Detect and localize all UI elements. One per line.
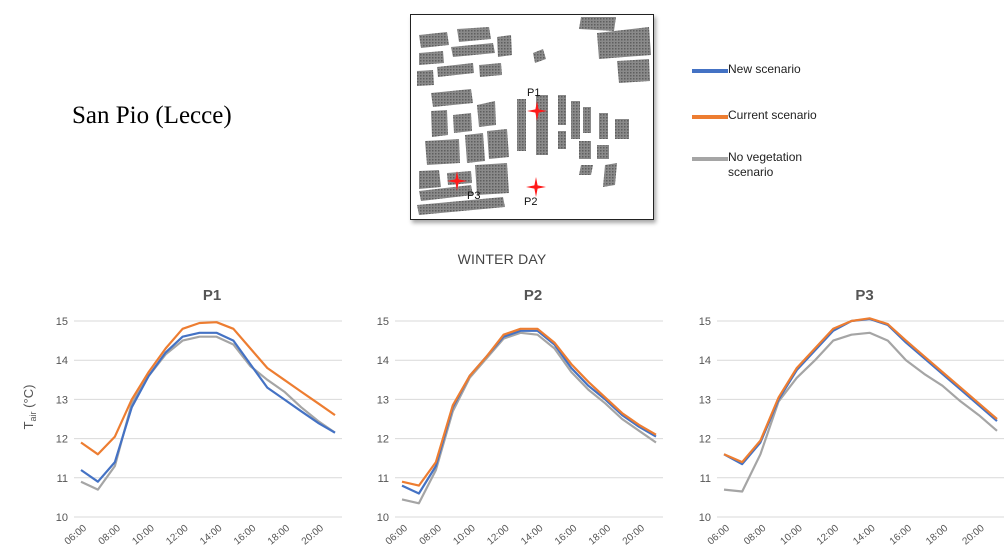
- y-tick-label: 14: [377, 355, 389, 367]
- y-tick-label: 10: [377, 512, 389, 524]
- x-tick-label: 16:00: [232, 523, 259, 548]
- x-tick-label: 06:00: [384, 523, 411, 548]
- site-map-drawing: P1 P2 P3: [417, 17, 651, 215]
- x-tick-label: 10:00: [451, 523, 478, 548]
- legend-item-new: New scenario: [692, 62, 858, 77]
- legend-item-current: Current scenario: [692, 108, 858, 123]
- y-tick-label: 14: [56, 355, 68, 367]
- x-tick-label: 16:00: [553, 523, 580, 548]
- series-line-no-vegetation-scenario: [723, 331, 998, 493]
- x-tick-label: 14:00: [519, 523, 546, 548]
- x-tick-label: 18:00: [924, 523, 951, 548]
- series-line-current-scenario: [723, 317, 998, 464]
- legend-swatch-new: [692, 69, 728, 73]
- y-tick-label: 15: [377, 316, 389, 328]
- legend-item-novegetation: No vegetation scenario: [692, 150, 828, 180]
- x-tick-label: 20:00: [621, 523, 648, 548]
- legend-label-new: New scenario: [728, 62, 801, 76]
- y-tick-label: 11: [700, 473, 711, 485]
- map-marker-p2: [526, 177, 546, 197]
- x-tick-label: 06:00: [706, 523, 733, 548]
- y-tick-label: 15: [699, 316, 711, 328]
- map-marker-p1: [527, 101, 547, 121]
- x-tick-label: 12:00: [815, 523, 842, 548]
- map-label-p3: P3: [467, 190, 480, 202]
- chart-title-p2: P2: [524, 287, 542, 304]
- y-tick-label: 12: [377, 434, 389, 446]
- x-tick-label: 16:00: [888, 523, 915, 548]
- y-tick-label: 12: [699, 434, 711, 446]
- x-tick-label: 06:00: [63, 523, 90, 548]
- site-map: P1 P2 P3: [410, 14, 654, 220]
- map-label-p1: P1: [527, 87, 540, 99]
- section-title: WINTER DAY: [457, 251, 547, 267]
- y-tick-label: 13: [377, 394, 389, 406]
- series-line-no-vegetation-scenario: [80, 335, 336, 491]
- legend-swatch-novegetation: [692, 157, 728, 161]
- series-line-new-scenario: [80, 331, 336, 483]
- y-axis-label: Tair (°C): [21, 385, 38, 430]
- site-title: San Pio (Lecce): [72, 102, 232, 129]
- x-tick-label: 14:00: [198, 523, 225, 548]
- x-tick-label: 08:00: [418, 523, 445, 548]
- map-marker-p3: [447, 171, 467, 191]
- y-tick-label: 12: [56, 434, 68, 446]
- y-tick-label: 11: [378, 473, 389, 485]
- y-tick-label: 11: [57, 473, 68, 485]
- y-tick-label: 10: [56, 512, 68, 524]
- x-tick-label: 10:00: [778, 523, 805, 548]
- y-tick-label: 10: [699, 512, 711, 524]
- y-tick-label: 13: [56, 394, 68, 406]
- x-tick-label: 12:00: [164, 523, 191, 548]
- series-line-current-scenario: [401, 327, 657, 487]
- y-tick-label: 14: [699, 355, 711, 367]
- legend-label-novegetation: No vegetation scenario: [728, 150, 803, 179]
- x-tick-label: 12:00: [485, 523, 512, 548]
- map-buildings: [417, 17, 651, 215]
- map-label-p2: P2: [524, 196, 537, 208]
- legend-label-current: Current scenario: [728, 108, 817, 122]
- x-tick-label: 18:00: [266, 523, 293, 548]
- chart-p2: P2 10 11 12 13 14 15 06:00 08:00 10:00 12:00 14:00 1…: [377, 287, 663, 547]
- chart-p1: P1 10 11 12 13 14 15 06:00 08:00 10:00 12:00 14:00 1…: [56, 287, 342, 547]
- x-tick-label: 20:00: [300, 523, 327, 548]
- x-tick-label: 08:00: [97, 523, 124, 548]
- series-line-no-vegetation-scenario: [401, 331, 657, 505]
- map-markers: [447, 101, 547, 197]
- series-line-current-scenario: [80, 321, 336, 456]
- series-line-new-scenario: [401, 329, 657, 495]
- x-tick-label: 14:00: [851, 523, 878, 548]
- chart-title-p3: P3: [855, 287, 873, 304]
- x-tick-label: 08:00: [742, 523, 769, 548]
- x-tick-label: 20:00: [960, 523, 987, 548]
- y-tick-label: 13: [699, 394, 711, 406]
- x-tick-label: 18:00: [587, 523, 614, 548]
- x-tick-label: 10:00: [130, 523, 157, 548]
- chart-p3: P3 10 11 12 13 14 15 06:00 08:00 10:00 12:00 14:00 1…: [699, 287, 1004, 547]
- chart-title-p1: P1: [203, 287, 221, 304]
- legend-swatch-current: [692, 115, 728, 119]
- y-tick-label: 15: [56, 316, 68, 328]
